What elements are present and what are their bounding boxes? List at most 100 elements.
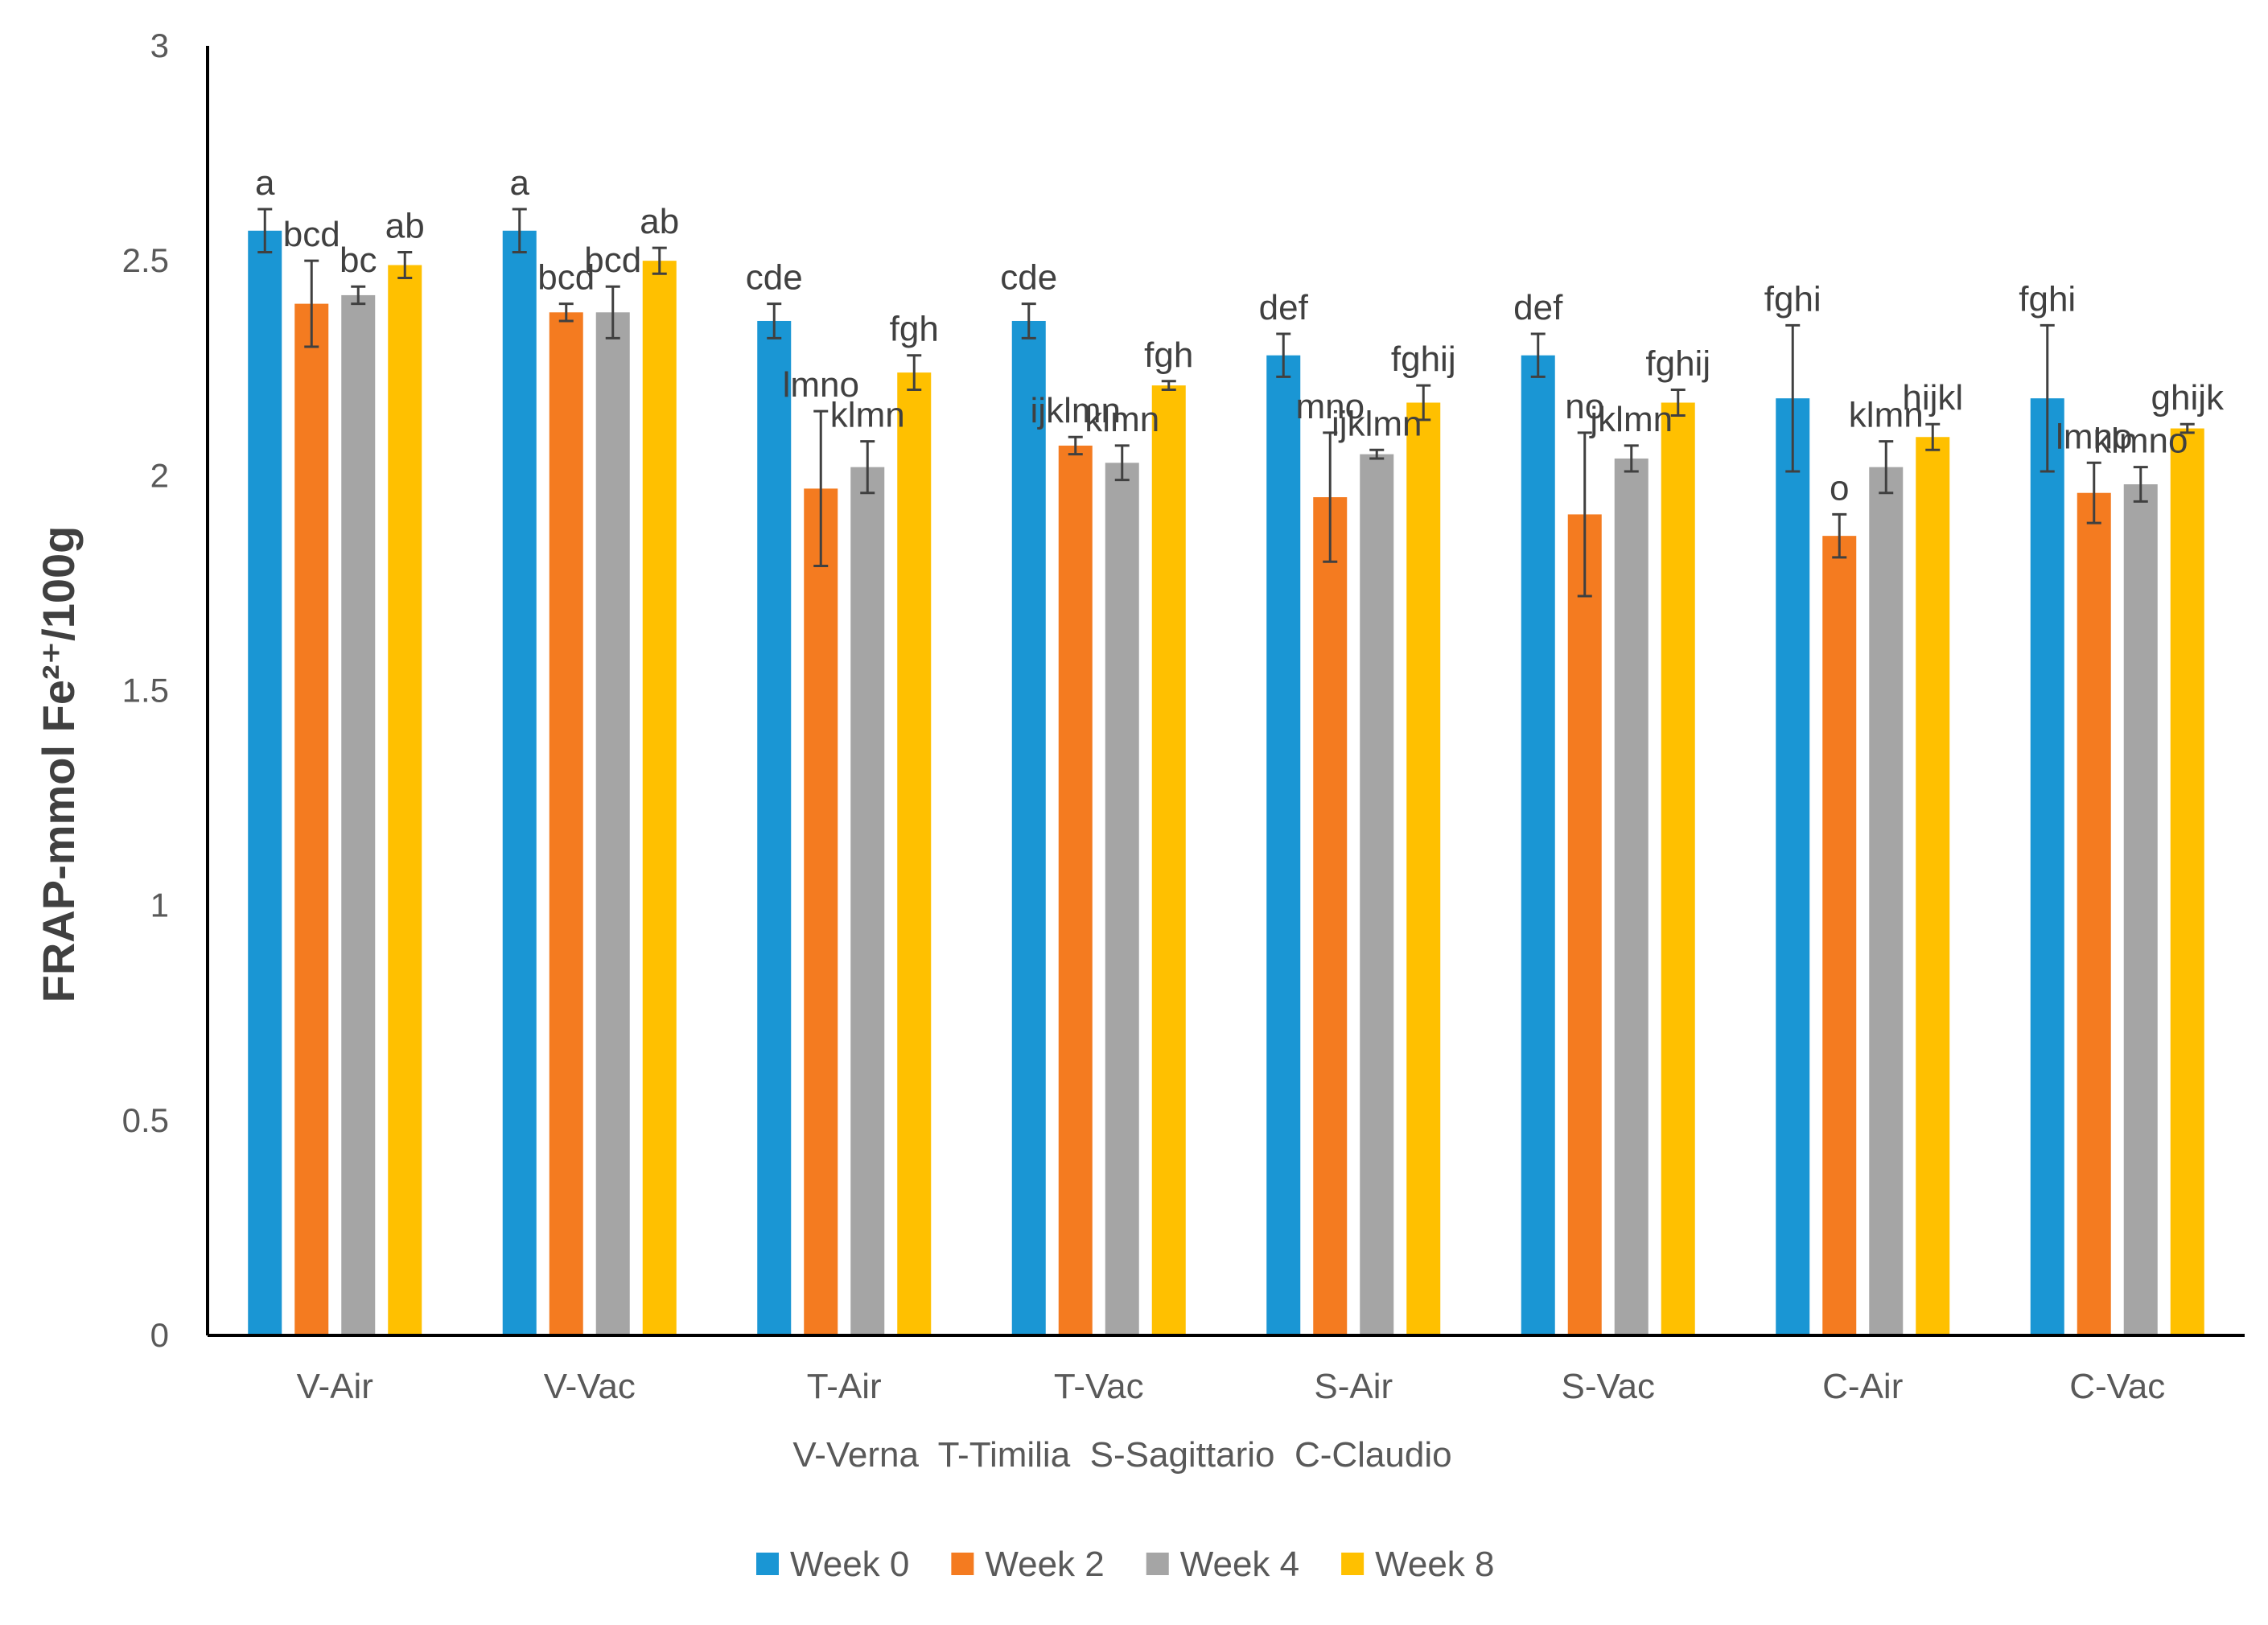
y-tick-label: 3 [150, 27, 169, 64]
x-category-label: V-Vac [544, 1367, 636, 1406]
bar-v-vac-week-0 [502, 230, 537, 1336]
y-tick-label: 0.5 [122, 1101, 169, 1139]
error-bar [2086, 461, 2101, 525]
error-bar [860, 440, 875, 495]
significance-letter: a [255, 163, 275, 203]
bar-v-air-week-4 [341, 294, 376, 1335]
bar-c-air-week-0 [1776, 398, 1810, 1335]
x-category-label: V-Air [297, 1367, 373, 1406]
significance-letter: def [1259, 288, 1309, 327]
error-bar [351, 285, 366, 306]
significance-letter: klmn [1849, 396, 1924, 435]
legend-swatch [951, 1553, 974, 1575]
error-bar [813, 409, 829, 568]
bar-t-air-week-8 [897, 372, 932, 1336]
y-tick-label: 0 [150, 1316, 169, 1354]
error-bar [257, 208, 273, 253]
bar-c-vac-week-0 [2030, 398, 2064, 1335]
significance-letter: hijkl [1902, 378, 1963, 418]
significance-letter: ab [640, 202, 679, 241]
error-bar [767, 302, 782, 339]
error-bar [1021, 302, 1036, 339]
error-bar [2040, 323, 2055, 473]
bar-t-vac-week-0 [1011, 320, 1046, 1335]
significance-letter: ijklmn [1031, 391, 1121, 430]
x-axis-categories: V-Air V-Vac T-Air T-Vac S-Air S-Vac C-Air C-Vac [297, 1367, 2166, 1406]
bar-s-vac-week-2 [1567, 514, 1602, 1335]
legend: Week 0 Week 2 Week 4 Week 8 [756, 1545, 1495, 1584]
bar-s-vac-week-0 [1521, 355, 1555, 1336]
bar-s-air-week-4 [1360, 454, 1394, 1335]
bar-v-air-week-2 [294, 303, 329, 1336]
y-tick-label: 1.5 [122, 672, 169, 710]
bar-s-vac-week-8 [1661, 402, 1695, 1335]
significance-letter: no [1565, 387, 1604, 426]
significance-letter: bcd [537, 258, 595, 298]
bar-t-vac-week-4 [1105, 463, 1139, 1335]
significance-letter: cde [1000, 258, 1057, 298]
error-bar [1114, 444, 1130, 482]
legend-swatch [756, 1553, 779, 1575]
error-bar [2133, 466, 2148, 503]
bar-v-vac-week-4 [595, 312, 630, 1336]
x-category-label: C-Vac [2069, 1367, 2165, 1406]
significance-letter: cde [746, 258, 803, 298]
significance-letter: bc [340, 241, 377, 280]
bar-s-air-week-2 [1313, 497, 1348, 1335]
error-bar [605, 285, 620, 339]
significance-letter: fghi [2019, 279, 2076, 319]
significance-letter: jklmn [1588, 400, 1673, 439]
bar-s-air-week-8 [1406, 402, 1441, 1335]
error-bar [1416, 384, 1431, 422]
error-bar [2180, 422, 2195, 434]
legend-label: Week 0 [790, 1545, 909, 1584]
x-category-label: S-Air [1314, 1367, 1393, 1406]
error-bar [1785, 323, 1801, 473]
significance-letter: fgh [1144, 335, 1193, 375]
variety-legend-note: V-Verna T-Timilia S-Sagittario C-Claudio [792, 1435, 1451, 1475]
significance-letter: o [1830, 468, 1849, 508]
legend-label: Week 4 [1180, 1545, 1299, 1584]
significance-letters: abcdbcababcdbcdabcdelmnoklmnfghcdeijklmn… [255, 163, 2225, 508]
bar-c-vac-week-8 [2170, 428, 2204, 1335]
legend-label: Week 2 [985, 1545, 1104, 1584]
significance-letter: def [1513, 288, 1563, 327]
legend-swatch [1341, 1553, 1365, 1575]
legend-swatch [1146, 1553, 1169, 1575]
significance-letter: lmno [2056, 417, 2132, 456]
bar-c-vac-week-2 [2077, 492, 2111, 1335]
y-axis-ticks: 0 0.5 1 1.5 2 2.5 3 [122, 27, 169, 1354]
bar-t-vac-week-2 [1058, 445, 1093, 1336]
legend-label: Week 8 [1375, 1545, 1494, 1584]
bar-t-air-week-0 [757, 320, 792, 1335]
significance-letter: a [510, 163, 530, 203]
bar-c-air-week-8 [1916, 437, 1950, 1335]
y-tick-label: 2.5 [122, 241, 169, 279]
significance-letter: lmno [783, 365, 859, 405]
error-bar [652, 246, 667, 275]
error-bar [1670, 388, 1686, 418]
bar-c-air-week-2 [1822, 536, 1857, 1335]
error-bar [1161, 380, 1176, 391]
y-tick-label: 1 [150, 887, 169, 924]
significance-letter: bcd [283, 215, 340, 254]
error-bar [1068, 435, 1083, 456]
error-bar [1369, 448, 1385, 460]
y-axis-title: FRAP-mmol Fe²⁺/100g [33, 526, 84, 1003]
bar-v-air-week-0 [248, 230, 282, 1336]
error-bar [1624, 444, 1639, 473]
error-bar [1925, 422, 1941, 451]
significance-letter: fghij [1391, 339, 1456, 379]
error-bar [304, 259, 319, 348]
bar-s-vac-week-4 [1614, 458, 1649, 1336]
bar-t-air-week-2 [804, 488, 838, 1336]
significance-letter: ijklmn [1332, 404, 1422, 443]
y-tick-label: 2 [150, 456, 169, 494]
x-category-label: S-Vac [1561, 1367, 1655, 1406]
x-category-label: C-Air [1822, 1367, 1903, 1406]
error-bar [1879, 440, 1894, 495]
error-bar [1323, 431, 1338, 563]
bar-t-vac-week-8 [1151, 385, 1186, 1336]
bar-t-air-week-4 [850, 467, 885, 1335]
bars [248, 230, 2204, 1336]
